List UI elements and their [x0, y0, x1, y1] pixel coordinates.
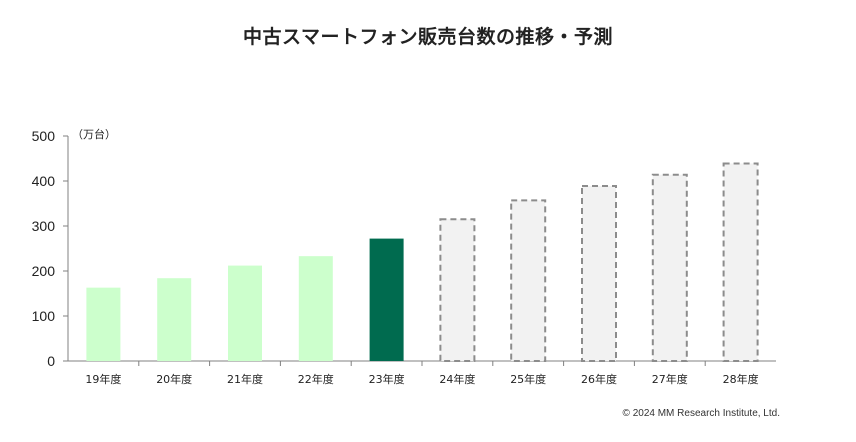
- bar-actual: [86, 287, 121, 361]
- bar-actual: [298, 256, 333, 361]
- copyright-text: © 2024 MM Research Institute, Ltd.: [622, 408, 780, 419]
- y-tick-label: 500: [32, 128, 56, 144]
- x-tick-label: 21年度: [227, 372, 263, 386]
- bar-actual: [157, 278, 192, 361]
- y-tick-label: 0: [47, 353, 55, 369]
- chart-title: 中古スマートフォン販売台数の推移・予測: [243, 26, 613, 48]
- unit-label: （万台）: [72, 127, 116, 141]
- x-tick-label: 24年度: [439, 372, 475, 386]
- x-tick-label: 26年度: [581, 372, 617, 386]
- x-tick-label: 25年度: [510, 372, 546, 386]
- bars: [86, 162, 759, 362]
- bar-actual: [228, 265, 262, 361]
- x-tick-label: 27年度: [652, 372, 688, 386]
- x-tick-label: 22年度: [298, 372, 334, 386]
- x-tick-label: 20年度: [156, 372, 192, 386]
- y-tick-label: 200: [32, 263, 56, 279]
- x-tick-label: 28年度: [723, 372, 759, 386]
- x-tick-label: 19年度: [85, 372, 121, 386]
- bar-actual: [369, 238, 404, 361]
- bar-forecast: [651, 173, 688, 362]
- bar-forecast: [510, 199, 547, 362]
- bar-forecast: [581, 184, 617, 362]
- bar-forecast: [722, 162, 759, 362]
- y-tick-label: 300: [32, 218, 56, 234]
- bar-forecast: [439, 218, 476, 362]
- y-tick-label: 400: [32, 173, 56, 189]
- x-tick-label: 23年度: [369, 372, 405, 386]
- y-axis: 0 100 200 300 400 500: [32, 128, 69, 369]
- y-tick-label: 100: [32, 308, 56, 324]
- x-axis: 19年度 20年度 21年度 22年度 23年度 24年度 25年度 26年度 27年度 28年度: [68, 360, 776, 386]
